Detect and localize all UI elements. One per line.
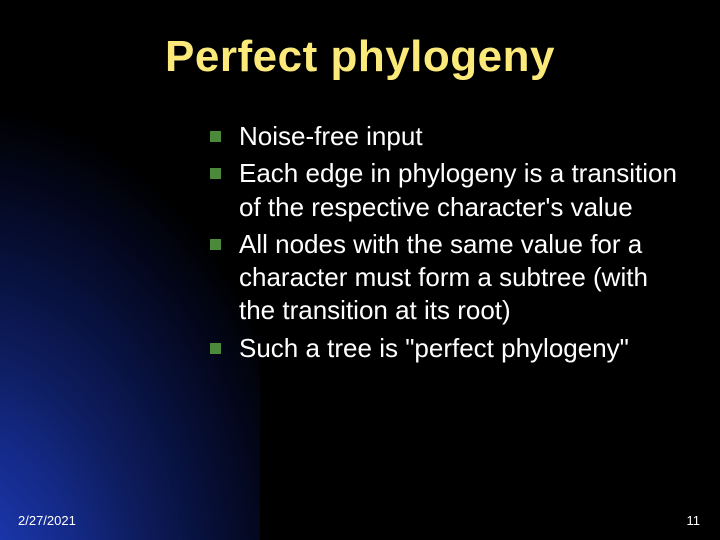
bullet-text: All nodes with the same value for a char…	[239, 228, 690, 328]
slide-content: Noise-free input Each edge in phylogeny …	[210, 120, 690, 369]
list-item: Each edge in phylogeny is a transition o…	[210, 157, 690, 224]
list-item: Noise-free input	[210, 120, 690, 153]
footer-date: 2/27/2021	[18, 513, 76, 528]
slide-title: Perfect phylogeny	[0, 32, 720, 82]
bullet-text: Each edge in phylogeny is a transition o…	[239, 157, 690, 224]
bullet-text: Noise-free input	[239, 120, 423, 153]
list-item: Such a tree is "perfect phylogeny"	[210, 332, 690, 365]
list-item: All nodes with the same value for a char…	[210, 228, 690, 328]
square-bullet-icon	[210, 239, 221, 250]
footer-page-number: 11	[687, 513, 701, 528]
square-bullet-icon	[210, 131, 221, 142]
square-bullet-icon	[210, 168, 221, 179]
square-bullet-icon	[210, 343, 221, 354]
bullet-text: Such a tree is "perfect phylogeny"	[239, 332, 629, 365]
slide-container: Perfect phylogeny Noise-free input Each …	[0, 0, 720, 540]
